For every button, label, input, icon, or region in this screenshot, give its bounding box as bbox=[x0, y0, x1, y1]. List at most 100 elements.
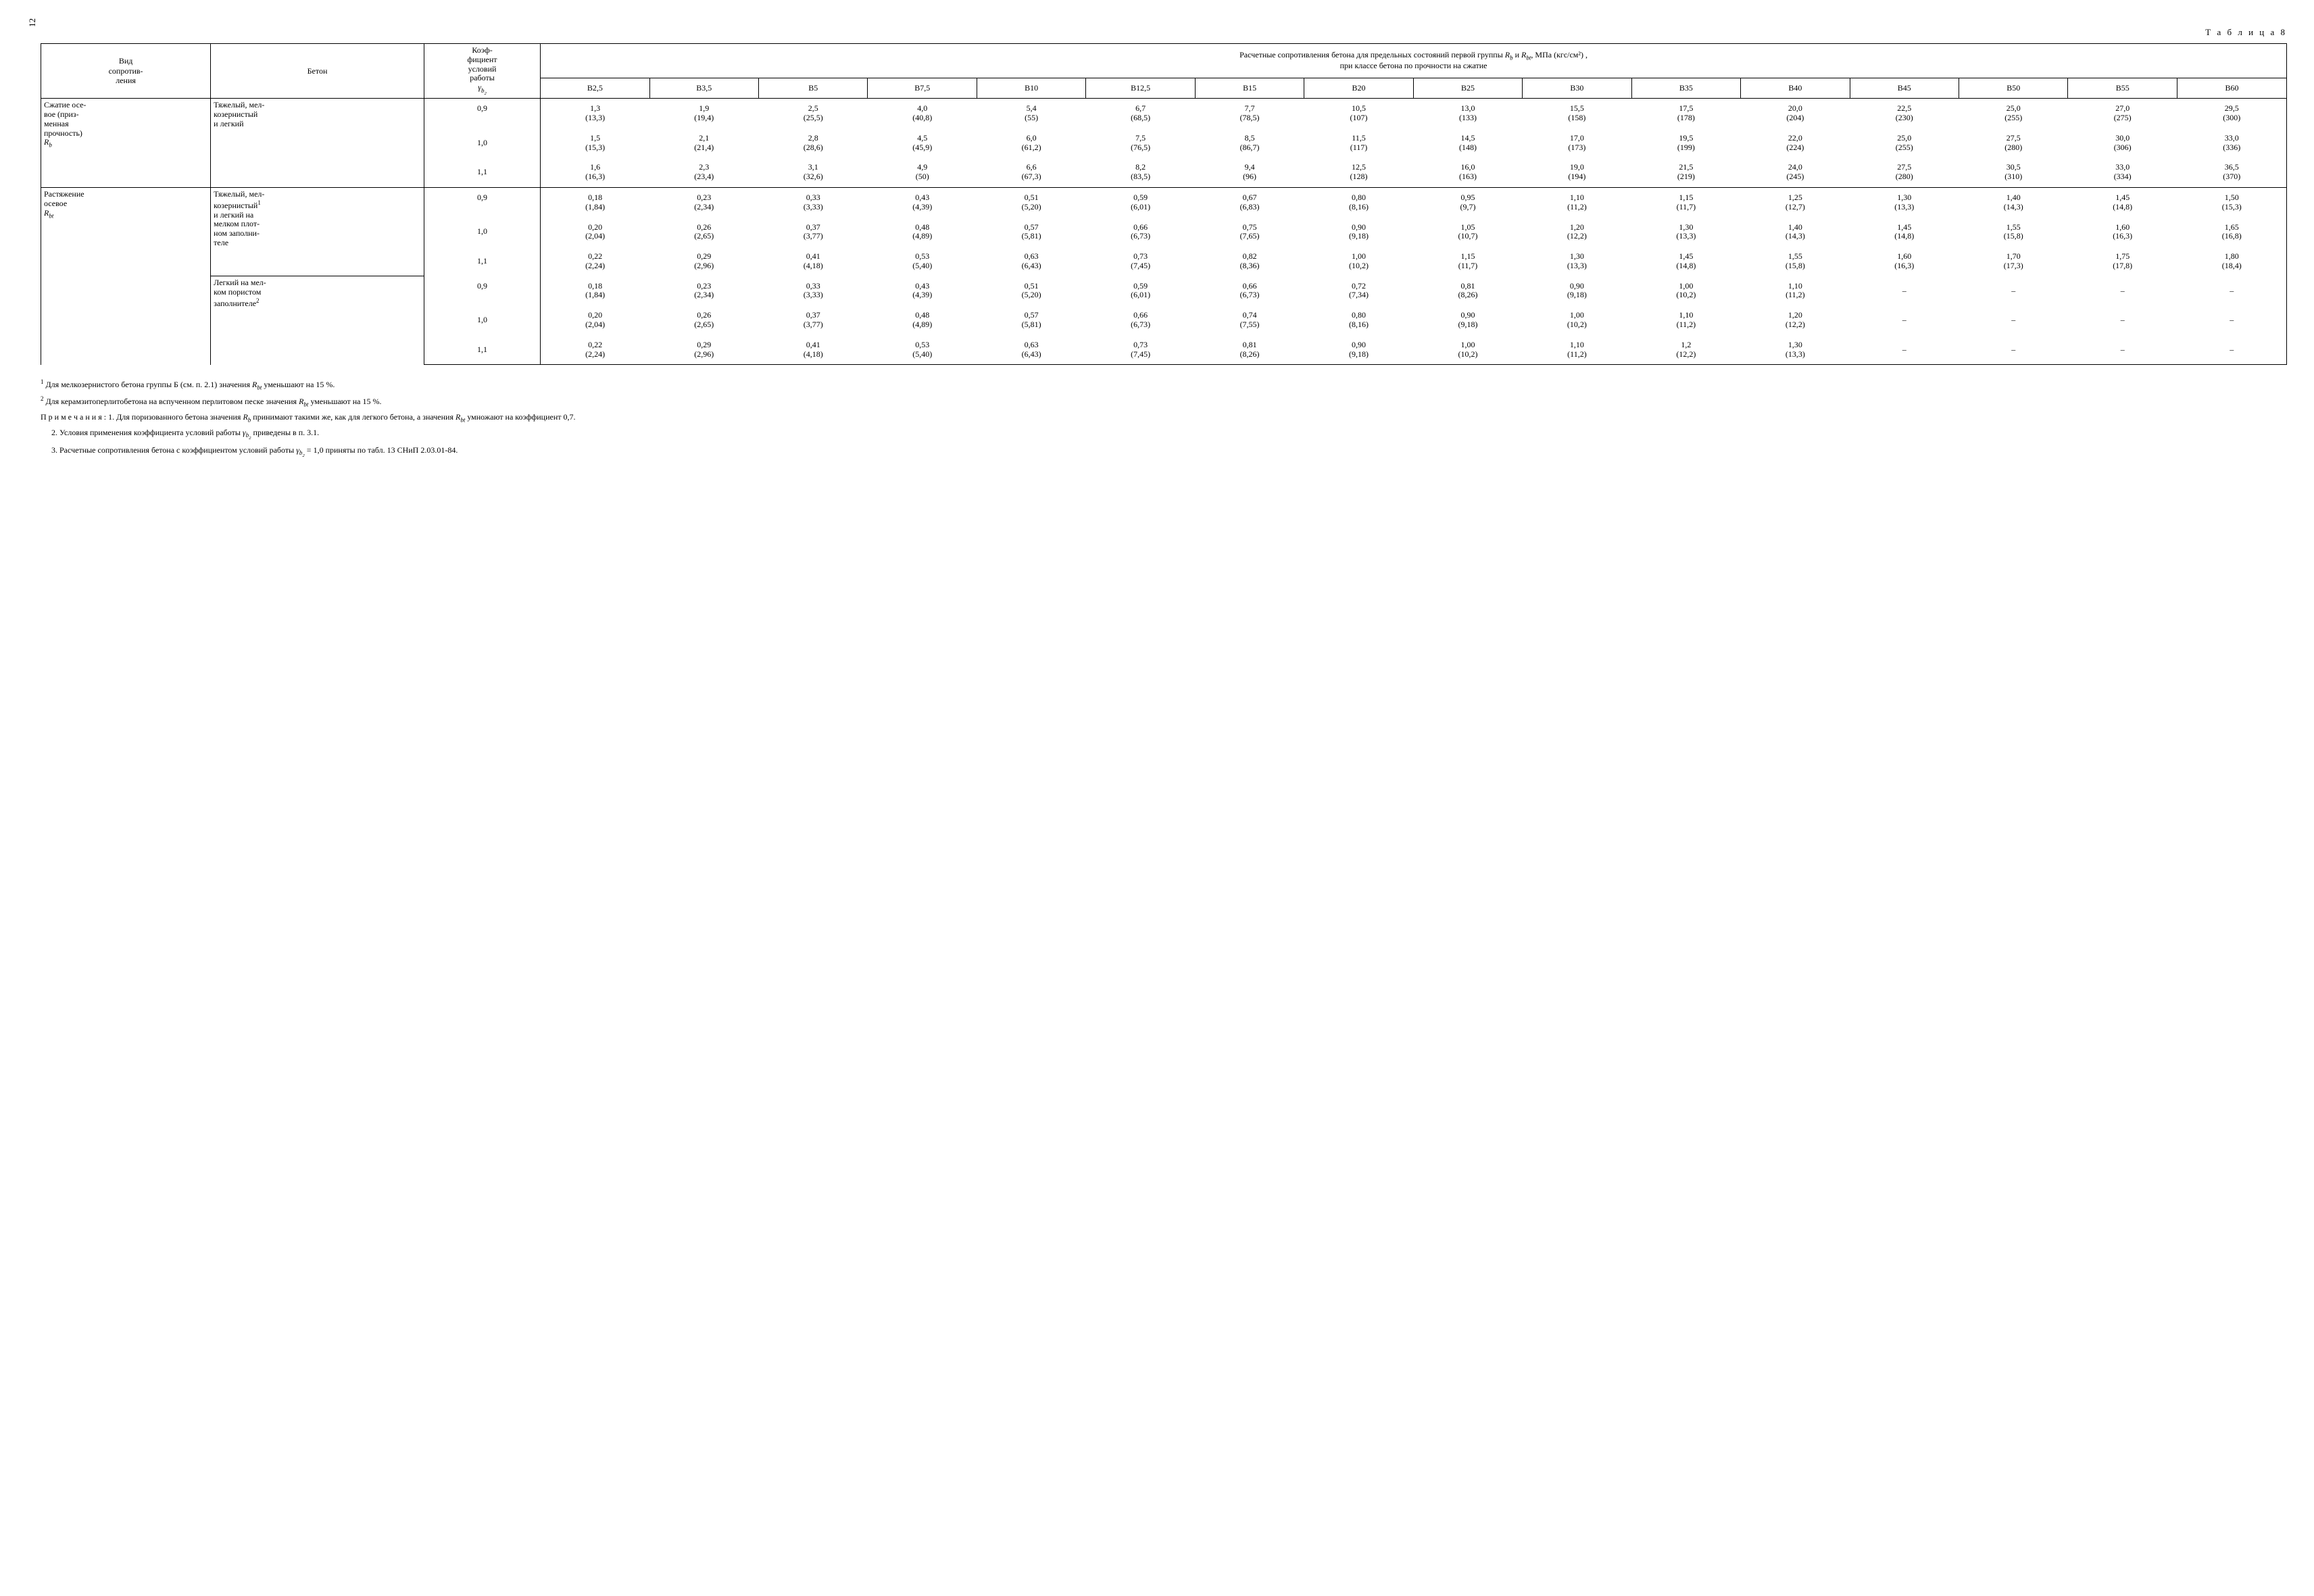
value-cell: 2,5(25,5) bbox=[759, 99, 868, 128]
value-cell: 1,20(12,2) bbox=[1741, 305, 1850, 335]
value-cell: 20,0(204) bbox=[1741, 99, 1850, 128]
footnote-2: 2 Для керамзитоперлитобетона на вспученн… bbox=[51, 394, 2287, 409]
note-2: 2. Условия применения коэффициента услов… bbox=[41, 426, 2287, 443]
value-cell: 0,18(1,84) bbox=[541, 276, 649, 306]
hdr-class: B25 bbox=[1413, 78, 1522, 99]
hdr-class: B55 bbox=[2068, 78, 2177, 99]
value-cell: 2,1(21,4) bbox=[649, 128, 758, 158]
value-cell: 0,66(6,73) bbox=[1086, 305, 1195, 335]
hdr-class: B3,5 bbox=[649, 78, 758, 99]
value-cell: 0,51(5,20) bbox=[977, 187, 1085, 217]
vid-cell: Сжатие осе-вое (приз-меннаяпрочность)Rb bbox=[41, 99, 211, 188]
value-cell: – bbox=[1850, 305, 1959, 335]
value-cell: 0,37(3,77) bbox=[759, 305, 868, 335]
page-number: 12 bbox=[27, 18, 38, 27]
table-header: Вид сопротив- ления Бетон Коэф- фициент … bbox=[41, 44, 2287, 99]
value-cell: 27,0(275) bbox=[2068, 99, 2177, 128]
value-cell: 4,5(45,9) bbox=[868, 128, 977, 158]
value-cell: – bbox=[2177, 276, 2286, 306]
value-cell: – bbox=[1959, 305, 2068, 335]
value-cell: 1,00(10,2) bbox=[1304, 247, 1413, 276]
value-cell: 1,05(10,7) bbox=[1413, 218, 1522, 247]
beton-cell: Легкий на мел-ком пористомзаполнителе2 bbox=[211, 276, 424, 365]
value-cell: 1,5(15,3) bbox=[541, 128, 649, 158]
value-cell: 1,75(17,8) bbox=[2068, 247, 2177, 276]
hdr-beton: Бетон bbox=[211, 44, 424, 99]
value-cell: 0,90(9,18) bbox=[1304, 218, 1413, 247]
value-cell: 0,81(8,26) bbox=[1195, 335, 1304, 365]
value-cell: 0,90(9,18) bbox=[1413, 305, 1522, 335]
value-cell: 36,5(370) bbox=[2177, 157, 2286, 187]
hdr-class: B45 bbox=[1850, 78, 1959, 99]
value-cell: 13,0(133) bbox=[1413, 99, 1522, 128]
value-cell: 1,60(16,3) bbox=[1850, 247, 1959, 276]
value-cell: 0,67(6,83) bbox=[1195, 187, 1304, 217]
value-cell: – bbox=[1959, 276, 2068, 306]
value-cell: 1,70(17,3) bbox=[1959, 247, 2068, 276]
value-cell: 19,5(199) bbox=[1631, 128, 1740, 158]
value-cell: 0,81(8,26) bbox=[1413, 276, 1522, 306]
value-cell: 1,00(10,2) bbox=[1631, 276, 1740, 306]
value-cell: 8,5(86,7) bbox=[1195, 128, 1304, 158]
hdr-class: B30 bbox=[1523, 78, 1631, 99]
hdr-class: B7,5 bbox=[868, 78, 977, 99]
value-cell: 0,53(5,40) bbox=[868, 335, 977, 365]
vid-cell: РастяжениеосевоеRbt bbox=[41, 187, 211, 365]
value-cell: 0,66(6,73) bbox=[1086, 218, 1195, 247]
value-cell: 17,0(173) bbox=[1523, 128, 1631, 158]
hdr-class: B2,5 bbox=[541, 78, 649, 99]
value-cell: 27,5(280) bbox=[1850, 157, 1959, 187]
coef-cell: 1,0 bbox=[424, 128, 540, 158]
value-cell: 0,66(6,73) bbox=[1195, 276, 1304, 306]
hdr-coef: Коэф- фициент условий работы γb2 bbox=[424, 44, 540, 99]
value-cell: 1,45(14,8) bbox=[2068, 187, 2177, 217]
hdr-class: B40 bbox=[1741, 78, 1850, 99]
value-cell: – bbox=[1850, 335, 1959, 365]
beton-cell: Тяжелый, мел-козернистыйи легкий bbox=[211, 99, 424, 188]
value-cell: 0,72(7,34) bbox=[1304, 276, 1413, 306]
value-cell: 0,22(2,24) bbox=[541, 247, 649, 276]
value-cell: 4,0(40,8) bbox=[868, 99, 977, 128]
value-cell: 0,41(4,18) bbox=[759, 335, 868, 365]
value-cell: 1,6(16,3) bbox=[541, 157, 649, 187]
value-cell: 14,5(148) bbox=[1413, 128, 1522, 158]
value-cell: 33,0(336) bbox=[2177, 128, 2286, 158]
value-cell: 2,3(23,4) bbox=[649, 157, 758, 187]
footnotes: 1 Для мелкозернистого бетона группы Б (с… bbox=[41, 377, 2287, 459]
value-cell: 1,30(13,3) bbox=[1850, 187, 1959, 217]
value-cell: 1,55(15,8) bbox=[1959, 218, 2068, 247]
coef-cell: 1,0 bbox=[424, 305, 540, 335]
value-cell: 1,30(13,3) bbox=[1631, 218, 1740, 247]
value-cell: – bbox=[1850, 276, 1959, 306]
value-cell: – bbox=[2177, 305, 2286, 335]
value-cell: 0,43(4,39) bbox=[868, 187, 977, 217]
value-cell: 0,57(5,81) bbox=[977, 218, 1085, 247]
hdr-vid: Вид сопротив- ления bbox=[41, 44, 211, 99]
value-cell: 0,41(4,18) bbox=[759, 247, 868, 276]
value-cell: 9,4(96) bbox=[1195, 157, 1304, 187]
value-cell: 5,4(55) bbox=[977, 99, 1085, 128]
value-cell: 4,9(50) bbox=[868, 157, 977, 187]
value-cell: 8,2(83,5) bbox=[1086, 157, 1195, 187]
value-cell: 0,29(2,96) bbox=[649, 247, 758, 276]
value-cell: 1,20(12,2) bbox=[1523, 218, 1631, 247]
value-cell: 1,15(11,7) bbox=[1631, 187, 1740, 217]
table-body: Сжатие осе-вое (приз-меннаяпрочность)RbТ… bbox=[41, 99, 2287, 365]
value-cell: 0,73(7,45) bbox=[1086, 335, 1195, 365]
value-cell: 1,40(14,3) bbox=[1959, 187, 2068, 217]
value-cell: 6,7(68,5) bbox=[1086, 99, 1195, 128]
value-cell: 1,9(19,4) bbox=[649, 99, 758, 128]
value-cell: 6,6(67,3) bbox=[977, 157, 1085, 187]
value-cell: 0,26(2,65) bbox=[649, 218, 758, 247]
value-cell: 1,30(13,3) bbox=[1523, 247, 1631, 276]
value-cell: 10,5(107) bbox=[1304, 99, 1413, 128]
value-cell: 0,33(3,33) bbox=[759, 187, 868, 217]
value-cell: 0,53(5,40) bbox=[868, 247, 977, 276]
value-cell: 1,3(13,3) bbox=[541, 99, 649, 128]
value-cell: 0,74(7,55) bbox=[1195, 305, 1304, 335]
value-cell: 30,5(310) bbox=[1959, 157, 2068, 187]
value-cell: 0,23(2,34) bbox=[649, 187, 758, 217]
value-cell: 1,10(11,2) bbox=[1631, 305, 1740, 335]
value-cell: 7,7(78,5) bbox=[1195, 99, 1304, 128]
value-cell: 30,0(306) bbox=[2068, 128, 2177, 158]
